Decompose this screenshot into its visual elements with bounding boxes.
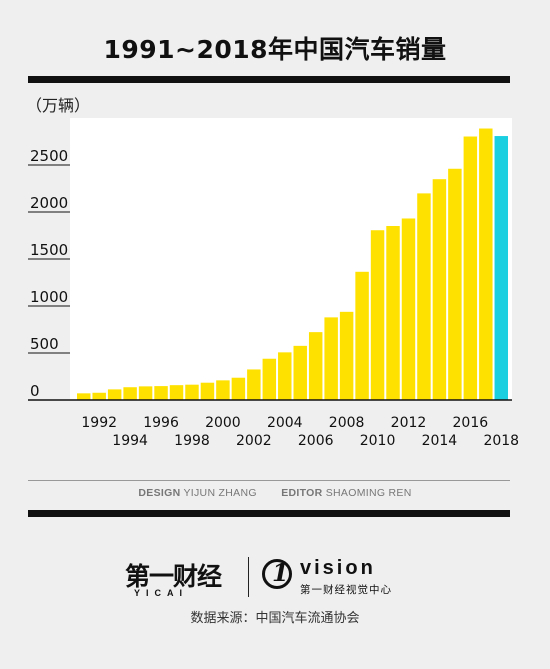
bar-2016 (463, 136, 478, 400)
bar-1998 (185, 384, 199, 400)
bar-2002 (247, 369, 261, 400)
y-tick-label: 1000 (30, 288, 68, 306)
unit-label: （万辆） (26, 96, 91, 115)
x-tick-label: 1992 (81, 415, 117, 431)
bar-2009 (355, 271, 369, 400)
x-tick-label: 2002 (236, 433, 272, 449)
y-tick-label: 0 (30, 382, 40, 400)
bar-2013 (417, 193, 431, 400)
x-tick-label: 2008 (329, 415, 365, 431)
bar-2011 (386, 226, 400, 400)
logo-row: 第一财经 YICAI 1 vision 第一财经视觉中心 (0, 555, 550, 605)
credits: DESIGN YIJUN ZHANG EDITOR SHAOMING REN (0, 487, 550, 499)
x-tick-label: 2012 (391, 415, 427, 431)
y-tick-label: 2000 (30, 194, 68, 212)
bar-1994 (123, 387, 137, 400)
chart-title: 1991~2018年中国汽车销量 (103, 35, 447, 64)
x-tick-label: 2010 (360, 433, 396, 449)
bar-1995 (138, 386, 153, 400)
bar-2007 (324, 317, 338, 400)
logo-divider (248, 557, 249, 597)
x-tick-label: 1998 (174, 433, 210, 449)
bar-1997 (169, 385, 184, 400)
one-mark: 1 (272, 558, 289, 587)
vision-logo: vision (300, 557, 376, 579)
bottom-divider (28, 510, 510, 517)
y-tick-label: 2500 (30, 147, 68, 165)
yicai-logo-en: YICAI (134, 588, 189, 598)
bar-2014 (432, 179, 447, 400)
bar-1999 (200, 382, 215, 400)
bar-1992 (92, 392, 106, 400)
bar-1991 (77, 393, 91, 400)
yicai-logo: 第一财经 (125, 562, 222, 591)
y-tick-label: 1500 (30, 241, 68, 259)
x-tick-label: 1996 (143, 415, 179, 431)
bar-2017 (479, 128, 493, 400)
bar-1993 (107, 389, 122, 400)
x-tick-label: 2016 (453, 415, 489, 431)
bar-2012 (401, 218, 416, 400)
bar-2000 (216, 380, 230, 400)
bar-2018 (494, 136, 508, 400)
bar-2003 (262, 358, 277, 400)
bar-2015 (448, 168, 462, 400)
bar-2005 (293, 345, 307, 400)
one-circle-logo-icon: 1 (262, 558, 292, 589)
design-name: YIJUN ZHANG (183, 487, 257, 499)
x-tick-label: 2000 (205, 415, 241, 431)
editor-key: EDITOR (281, 487, 323, 499)
x-tick-label: 2014 (422, 433, 458, 449)
credits-divider (28, 480, 510, 481)
x-tick-label: 2018 (483, 433, 519, 449)
bar-2006 (308, 332, 323, 400)
y-tick-label: 500 (30, 335, 59, 353)
vision-logo-cn: 第一财经视觉中心 (300, 584, 392, 596)
bar-1996 (154, 386, 168, 400)
bar-2010 (370, 230, 385, 400)
design-key: DESIGN (138, 487, 181, 499)
x-tick-label: 1994 (112, 433, 148, 449)
bar-2001 (231, 377, 246, 400)
top-divider (28, 76, 510, 83)
bar-2008 (339, 311, 354, 400)
bar-2004 (278, 352, 292, 400)
editor-name: SHAOMING REN (325, 487, 412, 499)
x-tick-label: 2004 (267, 415, 303, 431)
x-tick-label: 2006 (298, 433, 334, 449)
data-source: 数据来源：中国汽车流通协会 (190, 611, 360, 626)
